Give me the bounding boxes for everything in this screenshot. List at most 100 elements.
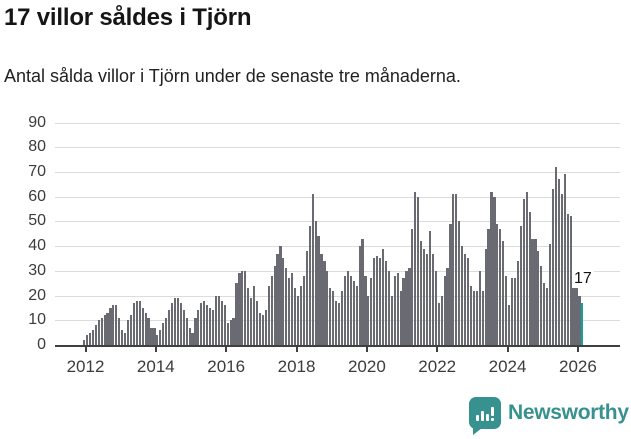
y-axis-label: 80 xyxy=(28,138,46,156)
bar xyxy=(393,275,396,345)
bar xyxy=(387,270,390,345)
bar xyxy=(258,312,262,345)
bar xyxy=(141,307,144,345)
bar xyxy=(578,295,581,345)
bar xyxy=(170,302,174,345)
bar xyxy=(440,295,443,345)
bar xyxy=(121,330,124,345)
bar xyxy=(452,194,455,345)
bar xyxy=(361,238,364,345)
bar xyxy=(214,295,218,345)
bar xyxy=(484,248,487,345)
bar xyxy=(220,300,223,345)
gridline xyxy=(55,196,620,198)
bar xyxy=(464,253,467,345)
bar xyxy=(455,194,458,345)
bar xyxy=(294,288,297,345)
bar xyxy=(244,270,247,345)
bar xyxy=(417,196,420,345)
bar xyxy=(446,268,449,345)
bar xyxy=(560,194,563,345)
bar xyxy=(261,315,264,345)
bar xyxy=(499,228,502,345)
bar xyxy=(475,290,478,345)
bar xyxy=(112,305,115,345)
bar xyxy=(370,278,373,345)
bar xyxy=(373,258,376,345)
bar xyxy=(194,317,197,345)
bar xyxy=(200,302,203,345)
bar xyxy=(346,270,349,345)
bar xyxy=(238,273,241,345)
bar xyxy=(549,243,552,345)
bar xyxy=(150,327,153,345)
bar xyxy=(285,268,288,345)
bar xyxy=(531,238,534,345)
bar xyxy=(431,253,434,345)
bar xyxy=(554,167,558,345)
gridline xyxy=(55,171,620,173)
bar xyxy=(396,273,399,345)
bar xyxy=(247,288,250,345)
x-axis-tick xyxy=(225,347,228,352)
x-axis-tick xyxy=(506,347,509,352)
bar xyxy=(458,221,461,345)
bar xyxy=(411,228,414,345)
bar xyxy=(223,305,226,345)
bar xyxy=(402,278,405,345)
gridline xyxy=(55,320,620,322)
bar xyxy=(115,305,118,345)
bar xyxy=(534,238,537,345)
gridline xyxy=(55,221,620,223)
logo-mini-bar xyxy=(481,411,484,421)
bar xyxy=(557,179,560,345)
gridline xyxy=(55,295,620,297)
x-axis-label: 2026 xyxy=(558,357,597,376)
bar xyxy=(540,265,543,345)
bar xyxy=(255,300,259,345)
bar xyxy=(229,320,232,345)
bar xyxy=(85,335,89,345)
bar xyxy=(376,256,379,345)
bar xyxy=(179,302,182,345)
x-axis-label: 2024 xyxy=(488,357,527,376)
bar xyxy=(314,221,317,345)
newsworthy-logo: Newsworthy xyxy=(469,397,629,435)
bar xyxy=(510,278,514,345)
y-axis-label: 50 xyxy=(28,212,46,230)
bar xyxy=(279,246,282,345)
bar xyxy=(211,310,215,345)
bar xyxy=(381,248,385,345)
bar xyxy=(329,288,332,345)
bar xyxy=(522,199,525,345)
bar xyxy=(267,285,270,345)
bar xyxy=(443,275,446,345)
bar xyxy=(434,270,437,345)
y-axis-label: 0 xyxy=(37,336,46,353)
bar xyxy=(478,270,481,345)
logo-mini-bar xyxy=(486,414,489,421)
bar xyxy=(232,317,235,345)
bar xyxy=(250,298,253,345)
bar xyxy=(109,307,112,345)
bar xyxy=(173,298,177,345)
bar xyxy=(209,307,212,345)
x-axis-tick xyxy=(365,347,368,352)
latest-value-label: 17 xyxy=(572,270,594,288)
x-axis-label: 2022 xyxy=(418,357,457,376)
bar xyxy=(493,196,496,345)
bar xyxy=(182,310,185,345)
bar xyxy=(472,290,475,345)
bar xyxy=(305,251,308,345)
bar xyxy=(461,246,464,345)
x-axis-tick xyxy=(154,347,157,352)
y-axis-label: 60 xyxy=(28,187,46,205)
bar xyxy=(241,270,244,345)
bar xyxy=(235,283,238,345)
bar xyxy=(282,258,285,345)
bar xyxy=(466,258,470,345)
bar xyxy=(335,300,338,345)
bar xyxy=(159,330,162,345)
bar xyxy=(449,223,452,345)
